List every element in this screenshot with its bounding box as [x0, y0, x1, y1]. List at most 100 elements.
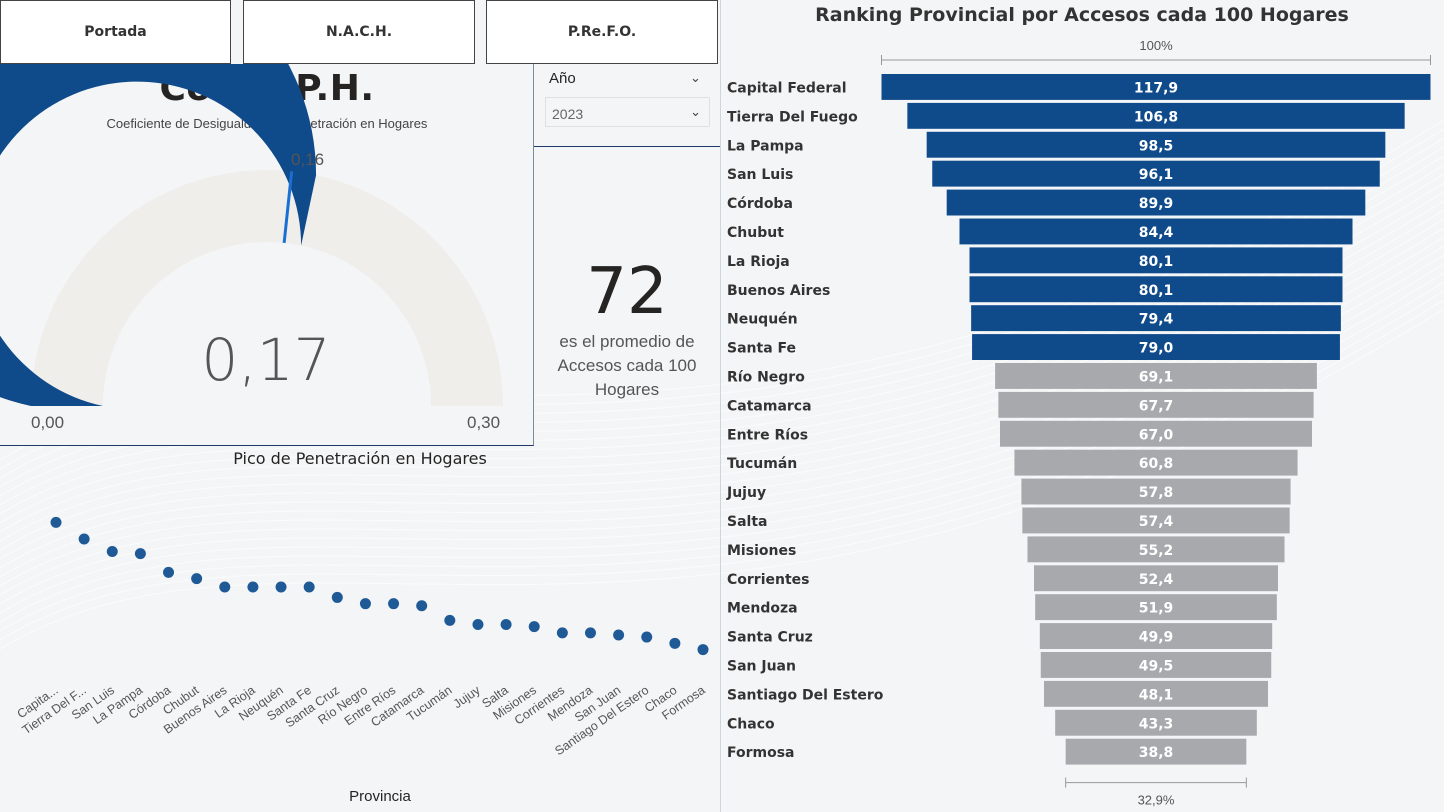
dot-point[interactable] — [303, 581, 315, 593]
kpi-value: 72 — [586, 255, 668, 329]
dot-point[interactable] — [50, 516, 62, 528]
dot-point[interactable] — [106, 546, 118, 558]
gauge-target-marker — [282, 171, 294, 244]
dot-point[interactable] — [584, 627, 596, 639]
dot-point[interactable] — [641, 631, 653, 643]
dot-point[interactable] — [472, 619, 484, 631]
gauge-card: Co.De.P.H. Coeficiente de Desigualdad de… — [0, 64, 534, 446]
funnel-bar[interactable] — [1044, 680, 1268, 707]
funnel-category-label: Santa Fe — [727, 341, 796, 357]
nach-button[interactable]: N.A.C.H. — [243, 0, 475, 64]
funnel-category-label: Capital Federal — [727, 81, 847, 97]
funnel-value-label: 106,8 — [1134, 109, 1178, 125]
dot-point[interactable] — [134, 548, 146, 560]
funnel-value-label: 38,8 — [1139, 745, 1174, 761]
gauge-chart[interactable] — [0, 64, 534, 446]
dot-point[interactable] — [388, 598, 400, 610]
funnel-top-label: 100% — [1139, 38, 1173, 53]
dot-point[interactable] — [275, 581, 287, 593]
gauge-track — [31, 170, 503, 406]
dot-point[interactable] — [331, 591, 343, 603]
funnel-bar[interactable] — [969, 247, 1343, 274]
dot-point[interactable] — [669, 637, 681, 649]
funnel-category-label: Buenos Aires — [727, 283, 830, 299]
funnel-value-label: 69,1 — [1139, 370, 1174, 386]
funnel-value-label: 57,4 — [1139, 514, 1174, 530]
funnel-bar[interactable] — [946, 189, 1366, 216]
funnel-bar[interactable] — [1055, 709, 1257, 736]
dot-chart-xlabel: Provincia — [349, 788, 411, 805]
funnel-bar[interactable] — [1034, 565, 1278, 592]
funnel-value-label: 117,9 — [1134, 81, 1178, 97]
dot-point[interactable] — [613, 629, 625, 641]
funnel-bar[interactable] — [932, 160, 1380, 187]
chevron-down-icon[interactable]: ⌄ — [690, 70, 701, 85]
funnel-category-label: San Juan — [727, 659, 796, 675]
funnel-bar[interactable] — [995, 363, 1317, 389]
funnel-bar[interactable] — [1021, 478, 1291, 505]
dot-point[interactable] — [528, 621, 540, 633]
funnel-bar[interactable] — [972, 334, 1340, 360]
funnel-bar[interactable] — [969, 276, 1343, 303]
funnel-bar[interactable] — [998, 391, 1314, 418]
funnel-category-label: Formosa — [727, 745, 795, 761]
funnel-value-label: 49,5 — [1139, 659, 1174, 675]
funnel-category-label: La Rioja — [727, 254, 790, 270]
funnel-category-label: Corrientes — [727, 572, 809, 588]
dot-point[interactable] — [78, 533, 90, 545]
funnel-value-label: 80,1 — [1139, 283, 1174, 299]
funnel-value-label: 96,1 — [1139, 167, 1174, 183]
year-slicer-dropdown[interactable]: 2023 ⌄ — [545, 97, 710, 127]
funnel-bar[interactable] — [1022, 507, 1290, 534]
funnel-value-label: 98,5 — [1139, 138, 1174, 154]
dot-point[interactable] — [444, 614, 456, 626]
funnel-bar[interactable] — [1035, 594, 1277, 621]
dot-point[interactable] — [359, 598, 371, 610]
funnel-value-label: 43,3 — [1139, 716, 1174, 732]
funnel-bar[interactable] — [1014, 449, 1298, 476]
funnel-bar[interactable] — [926, 131, 1386, 158]
funnel-value-label: 52,4 — [1139, 572, 1174, 588]
dot-point[interactable] — [697, 644, 709, 656]
funnel-bar[interactable] — [1039, 623, 1273, 649]
funnel-bar[interactable] — [1027, 536, 1285, 563]
gauge-target-label: 0,16 — [291, 150, 325, 169]
funnel-category-label: Chaco — [727, 716, 775, 732]
vertical-divider — [720, 0, 721, 812]
funnel-bar[interactable] — [1065, 738, 1247, 765]
funnel-value-label: 79,4 — [1139, 312, 1174, 328]
funnel-category-label: Córdoba — [727, 196, 793, 212]
gauge-min-label: 0,00 — [31, 413, 65, 432]
dot-chart-title: Pico de Penetración en Hogares — [233, 449, 487, 468]
funnel-category-label: Neuquén — [727, 312, 798, 328]
funnel-category-label: Tierra Del Fuego — [727, 109, 858, 125]
funnel-category-label: Santa Cruz — [727, 630, 813, 646]
chevron-down-icon[interactable]: ⌄ — [690, 104, 701, 119]
funnel-value-label: 84,4 — [1139, 225, 1174, 241]
dot-point[interactable] — [500, 619, 512, 631]
funnel-bar[interactable] — [1040, 652, 1272, 678]
funnel-bar[interactable] — [971, 305, 1341, 332]
funnel-value-label: 57,8 — [1139, 485, 1174, 501]
funnel-bar[interactable] — [1000, 420, 1312, 447]
funnel-chart[interactable]: 100% 117,9 Capital Federal 106,8 Tierra Del … — [720, 30, 1444, 812]
funnel-bar[interactable] — [881, 74, 1431, 100]
dot-point[interactable] — [247, 581, 259, 593]
dot-point[interactable] — [191, 573, 203, 585]
funnel-category-label: La Pampa — [727, 138, 804, 154]
dot-point[interactable] — [416, 600, 428, 612]
funnel-category-label: Misiones — [727, 543, 796, 559]
dot-point[interactable] — [163, 566, 175, 578]
year-slicer-label: Año — [549, 70, 576, 87]
funnel-bar[interactable] — [959, 218, 1353, 245]
funnel-bar[interactable] — [907, 102, 1405, 129]
funnel-value-label: 80,1 — [1139, 254, 1174, 270]
year-slicer-value: 2023 — [552, 106, 584, 122]
dot-point[interactable] — [556, 627, 568, 639]
prefo-button[interactable]: P.Re.F.O. — [486, 0, 718, 64]
portada-button[interactable]: Portada — [0, 0, 231, 64]
funnel-bottom-label: 32,9% — [1138, 793, 1175, 808]
dot-point[interactable] — [219, 581, 231, 593]
funnel-category-label: Chubut — [727, 225, 784, 241]
